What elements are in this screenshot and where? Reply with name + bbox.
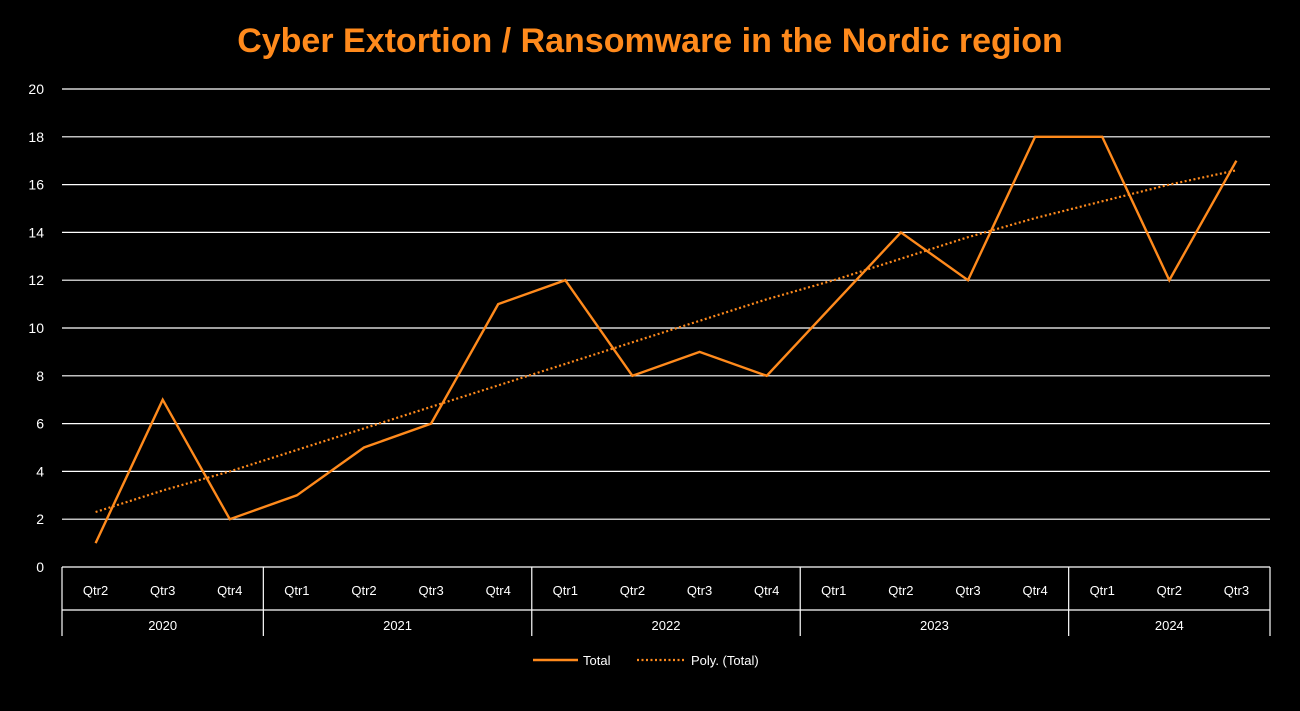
x-tick-label: Qtr2	[351, 583, 376, 598]
x-group-label: 2022	[652, 618, 681, 633]
x-tick-label: Qtr4	[217, 583, 242, 598]
x-tick-label: Qtr2	[1157, 583, 1182, 598]
x-tick-label: Qtr1	[1090, 583, 1115, 598]
y-tick-label: 16	[28, 177, 44, 193]
y-tick-label: 2	[36, 511, 44, 527]
y-tick-label: 6	[36, 416, 44, 432]
y-tick-label: 18	[28, 129, 44, 145]
trendline-poly-total	[95, 169, 1237, 514]
legend-label-poly-total: Poly. (Total)	[691, 653, 759, 668]
x-tick-label: Qtr2	[888, 583, 913, 598]
x-tick-label: Qtr3	[955, 583, 980, 598]
x-group-label: 2024	[1155, 618, 1184, 633]
x-tick-label: Qtr2	[620, 583, 645, 598]
x-group-label: 2023	[920, 618, 949, 633]
legend-label-total: Total	[583, 653, 611, 668]
y-tick-label: 0	[36, 559, 44, 575]
x-group-label: 2021	[383, 618, 412, 633]
x-tick-label: Qtr1	[821, 583, 846, 598]
x-tick-label: Qtr3	[687, 583, 712, 598]
x-tick-label: Qtr3	[150, 583, 175, 598]
y-tick-label: 8	[36, 368, 44, 384]
x-tick-label: Qtr4	[754, 583, 779, 598]
y-tick-label: 20	[28, 81, 44, 97]
x-tick-label: Qtr4	[1022, 583, 1047, 598]
x-tick-label: Qtr3	[1224, 583, 1249, 598]
y-tick-label: 4	[36, 463, 44, 479]
series-line-total	[94, 135, 1238, 544]
x-group-label: 2020	[148, 618, 177, 633]
x-tick-label: Qtr3	[418, 583, 443, 598]
chart-title: Cyber Extortion / Ransomware in the Nord…	[237, 22, 1063, 60]
y-tick-label: 10	[28, 320, 44, 336]
y-tick-label: 14	[28, 224, 44, 240]
y-tick-label: 12	[28, 272, 44, 288]
x-tick-label: Qtr4	[486, 583, 511, 598]
x-tick-label: Qtr2	[83, 583, 108, 598]
x-tick-label: Qtr1	[553, 583, 578, 598]
x-tick-label: Qtr1	[284, 583, 309, 598]
